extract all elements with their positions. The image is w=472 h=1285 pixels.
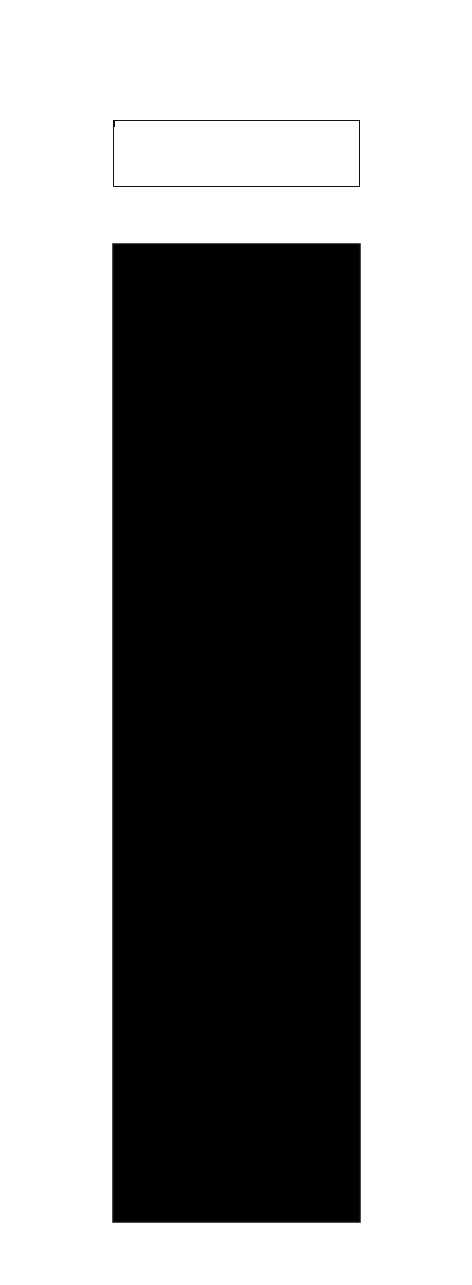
land-mass: [213, 244, 360, 1222]
strait-water: [262, 306, 360, 340]
colorbar: [113, 120, 360, 187]
colorbar-tick: [358, 120, 360, 127]
colorbar-tick: [113, 120, 115, 127]
plot-frame: [112, 243, 361, 1223]
